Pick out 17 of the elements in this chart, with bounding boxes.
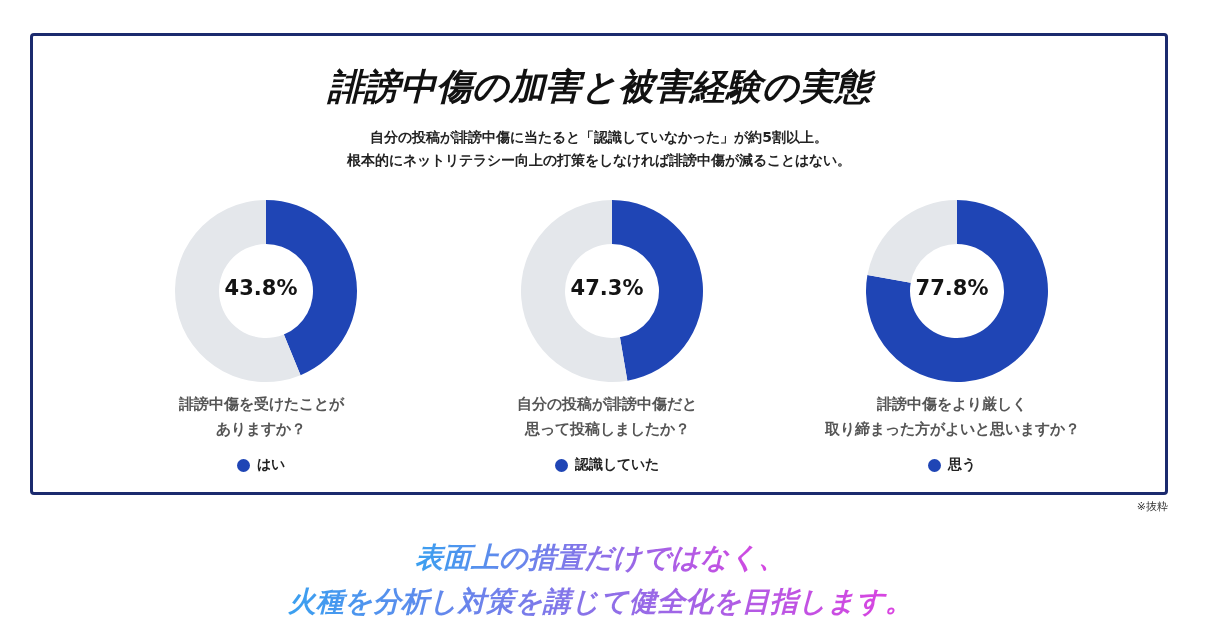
- donut-slice: [866, 200, 1048, 382]
- text: 表面上の措置だけではなく、: [414, 541, 792, 574]
- text: 根本的にネットリテラシー向上の打策をしなければ誹謗中傷が減ることはない。: [346, 151, 852, 170]
- donut-slice: [175, 200, 301, 382]
- legend-label: 認識していた: [574, 456, 659, 474]
- text: 47.3%: [570, 276, 644, 301]
- text: 77.8%: [915, 276, 989, 301]
- legend-label: 思う: [946, 456, 976, 474]
- text: 火種を分析し対策を講じて健全化を目指します。: [287, 585, 919, 618]
- text: 43.8%: [224, 276, 298, 301]
- text: 誹謗中傷を受けたことがありますか？: [177, 394, 346, 440]
- text: 誹謗中傷の加害と被害経験の実態: [326, 65, 877, 109]
- text: 誹謗中傷をより厳しく取り締まった方がよいと思いますか？: [823, 394, 1081, 440]
- text: ※抜粋: [1136, 499, 1168, 514]
- legend-label: はい: [256, 456, 285, 474]
- text: 自分の投稿が誹謗中傷に当たると「認識していなかった」が約5割以上。: [369, 128, 829, 147]
- text: 自分の投稿が誹謗中傷だと思って投稿しましたか？: [516, 394, 698, 440]
